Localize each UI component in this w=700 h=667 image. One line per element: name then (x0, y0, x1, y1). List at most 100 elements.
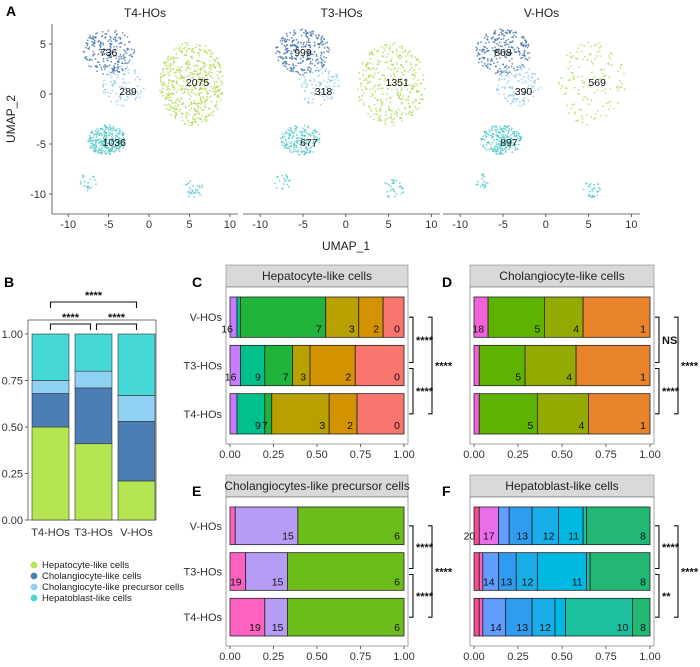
umap-point-hepatocyte (414, 105, 416, 108)
umap-point-precursor (298, 78, 301, 81)
umap-point-cholangiocyte (300, 34, 303, 37)
umap-point-hepatocyte (389, 101, 392, 104)
umap-point-hepatocyte (396, 113, 398, 115)
umap-point-cholangiocyte (285, 40, 288, 42)
umap-point-hepatoblast (198, 191, 200, 194)
umap-point-hepatoblast (103, 135, 106, 138)
umap-point-precursor (508, 76, 511, 78)
y-tick-label: 0.50 (2, 422, 23, 434)
umap-point-cholangiocyte (97, 53, 100, 56)
umap-point-hepatocyte (617, 70, 620, 73)
bar-segment (354, 344, 405, 387)
umap-point-hepatocyte (184, 42, 187, 44)
umap-point-hepatocyte (181, 85, 184, 88)
umap-point-hepatocyte (187, 48, 190, 50)
umap-point-precursor (328, 91, 331, 93)
umap-point-cholangiocyte (282, 57, 285, 60)
umap-point-precursor (522, 98, 524, 101)
umap-point-hepatocyte (367, 81, 370, 84)
umap-point-hepatoblast (93, 147, 95, 150)
umap-point-precursor (497, 88, 500, 91)
significance-bracket (428, 316, 433, 415)
bar-segment (632, 597, 651, 637)
umap-point-hepatoblast (598, 186, 601, 189)
umap-point-hepatocyte (577, 92, 579, 95)
umap-point-hepatocyte (592, 78, 594, 80)
umap-point-hepatocyte (210, 100, 213, 103)
umap-point-cholangiocyte (308, 66, 311, 69)
umap-point-hepatocyte (177, 103, 180, 106)
umap-point-hepatoblast (118, 150, 120, 153)
umap-point-hepatocyte (613, 107, 616, 110)
umap-point-cholangiocyte (527, 45, 530, 47)
umap-point-cholangiocyte (293, 49, 296, 51)
umap-point-hepatoblast (102, 136, 105, 139)
umap-point-hepatocyte (395, 53, 398, 56)
umap-point-cholangiocyte (295, 64, 297, 67)
segment-label: 7 (316, 323, 322, 335)
umap-point-precursor (532, 95, 535, 98)
umap-point-cholangiocyte (100, 51, 102, 54)
umap-point-cholangiocyte (511, 57, 513, 60)
umap-point-hepatocyte (609, 57, 611, 60)
umap-point-cholangiocyte (302, 56, 305, 58)
umap-point-hepatocyte (366, 61, 369, 64)
umap-point-hepatoblast (515, 143, 518, 146)
significance-bracket (655, 573, 660, 618)
umap-point-cholangiocyte (104, 52, 106, 55)
umap-point-cholangiocyte (300, 41, 302, 44)
umap-point-hepatoblast (108, 133, 111, 136)
umap-point-hepatocyte (215, 100, 218, 103)
umap-point-precursor (326, 81, 328, 83)
umap-point-hepatocyte (609, 100, 612, 102)
umap-point-hepatocyte (191, 48, 194, 51)
significance-label: **** (416, 386, 434, 398)
umap-point-cholangiocyte (88, 65, 90, 67)
bar-segment-hepatocyte (74, 443, 113, 521)
umap-point-hepatoblast (502, 134, 505, 136)
x-tick-label: 1.00 (393, 651, 414, 663)
umap-point-precursor (125, 82, 128, 85)
umap-point-hepatocyte (196, 59, 199, 62)
umap-point-hepatoblast (303, 153, 305, 156)
umap-point-hepatoblast (88, 134, 91, 137)
umap-point-hepatocyte (603, 78, 606, 81)
umap-point-hepatocyte (161, 94, 164, 97)
umap-point-cholangiocyte (115, 39, 118, 42)
umap-point-hepatocyte (218, 63, 221, 66)
umap-point-hepatocyte (175, 91, 178, 93)
umap-point-precursor (303, 98, 306, 100)
umap-point-hepatoblast (117, 133, 120, 136)
umap-point-precursor (523, 91, 526, 94)
umap-point-hepatoblast (388, 184, 390, 186)
umap-point-hepatoblast (111, 147, 114, 150)
umap-point-cholangiocyte (133, 51, 136, 53)
umap-point-cholangiocyte (503, 51, 506, 54)
umap-point-hepatoblast (312, 140, 315, 143)
x-tick-label: 0.50 (306, 651, 327, 663)
umap-point-hepatocyte (175, 69, 178, 71)
umap-point-hepatoblast (106, 146, 109, 149)
umap-point-hepatocyte (607, 62, 609, 65)
umap-point-cholangiocyte (311, 58, 314, 61)
umap-point-cholangiocyte (99, 44, 102, 47)
umap-point-hepatocyte (190, 124, 193, 126)
panel-letter-B: B (4, 274, 14, 290)
umap-point-precursor (517, 87, 519, 90)
umap-point-precursor (503, 93, 505, 96)
umap-point-cholangiocyte (92, 50, 94, 53)
umap-point-hepatocyte (369, 80, 372, 83)
umap-point-hepatocyte (416, 79, 419, 81)
umap-point-cholangiocyte (107, 29, 110, 32)
umap-point-hepatocyte (185, 54, 188, 57)
umap-point-hepatoblast (491, 148, 494, 150)
umap-point-cholangiocyte (97, 40, 100, 43)
umap-point-hepatocyte (576, 119, 579, 122)
umap-point-cholangiocyte (307, 39, 310, 42)
umap-point-hepatocyte (173, 80, 175, 83)
umap-point-cholangiocyte (107, 40, 110, 42)
umap-point-cholangiocyte (295, 70, 297, 73)
umap-point-hepatoblast (494, 145, 497, 148)
umap-point-hepatocyte (201, 95, 204, 98)
